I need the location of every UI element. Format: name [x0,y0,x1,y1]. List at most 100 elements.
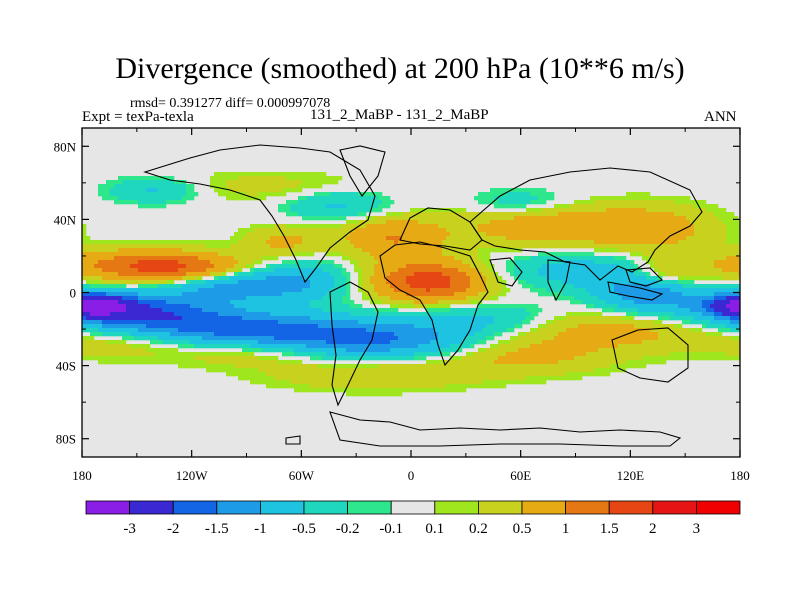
field-cell [178,192,183,197]
field-cell [266,180,271,185]
field-cell [250,312,255,317]
field-cell [578,268,583,273]
field-cell [642,192,647,197]
field-cell [338,280,343,285]
field-cell [418,268,423,273]
field-cell [730,308,735,313]
field-cell [442,216,447,221]
field-cell [374,192,379,197]
field-cell [346,240,351,245]
field-cell [574,328,579,333]
field-cell [114,312,119,317]
field-cell [374,228,379,233]
field-cell [350,316,355,321]
field-cell [138,204,143,209]
field-cell [690,264,695,269]
field-cell [474,324,479,329]
field-cell [494,316,499,321]
field-cell [454,256,459,261]
field-cell [510,196,515,201]
field-cell [478,196,483,201]
field-cell [398,216,403,221]
field-cell [618,288,623,293]
field-cell [190,276,195,281]
field-cell [342,268,347,273]
field-cell [158,176,163,181]
field-cell [430,312,435,317]
field-cell [438,320,443,325]
field-cell [418,312,423,317]
field-cell [102,304,107,309]
field-cell [290,176,295,181]
field-cell [562,252,567,257]
field-cell [734,252,739,257]
field-cell [506,204,511,209]
field-cell [154,300,159,305]
field-cell [590,276,595,281]
field-cell [450,244,455,249]
field-cell [490,320,495,325]
field-cell [94,268,99,273]
field-cell [294,244,299,249]
field-cell [294,308,299,313]
field-cell [606,200,611,205]
field-cell [86,312,91,317]
field-cell [478,308,483,313]
field-cell [678,224,683,229]
field-cell [334,228,339,233]
field-cell [370,260,375,265]
field-cell [502,200,507,205]
field-cell [258,256,263,261]
field-cell [334,276,339,281]
field-cell [494,216,499,221]
field-cell [174,264,179,269]
field-cell [358,192,363,197]
field-cell [194,256,199,261]
field-cell [318,268,323,273]
field-cell [406,256,411,261]
field-cell [298,312,303,317]
field-cell [606,264,611,269]
field-cell [174,196,179,201]
field-cell [586,324,591,329]
field-cell [702,292,707,297]
field-cell [506,268,511,273]
field-cell [122,288,127,293]
field-cell [650,240,655,245]
field-cell [450,268,455,273]
field-cell [446,216,451,221]
field-cell [710,224,715,229]
field-cell [426,208,431,213]
field-cell [226,276,231,281]
field-cell [250,228,255,233]
field-cell [678,328,683,333]
field-cell [298,260,303,265]
field-cell [690,284,695,289]
field-cell [466,300,471,305]
field-cell [346,328,351,333]
field-cell [114,252,119,257]
field-cell [498,236,503,241]
field-cell [110,240,115,245]
field-cell [394,220,399,225]
field-cell [454,216,459,221]
field-cell [538,260,543,265]
field-cell [206,256,211,261]
field-cell [626,200,631,205]
field-cell [206,296,211,301]
field-cell [186,308,191,313]
field-cell [670,260,675,265]
field-cell [270,328,275,333]
field-cell [418,252,423,257]
field-cell [174,256,179,261]
field-cell [146,260,151,265]
field-cell [690,200,695,205]
field-cell [710,204,715,209]
field-cell [450,312,455,317]
field-cell [638,248,643,253]
field-cell [722,252,727,257]
field-cell [606,208,611,213]
field-cell [590,260,595,265]
field-cell [106,300,111,305]
field-cell [406,296,411,301]
